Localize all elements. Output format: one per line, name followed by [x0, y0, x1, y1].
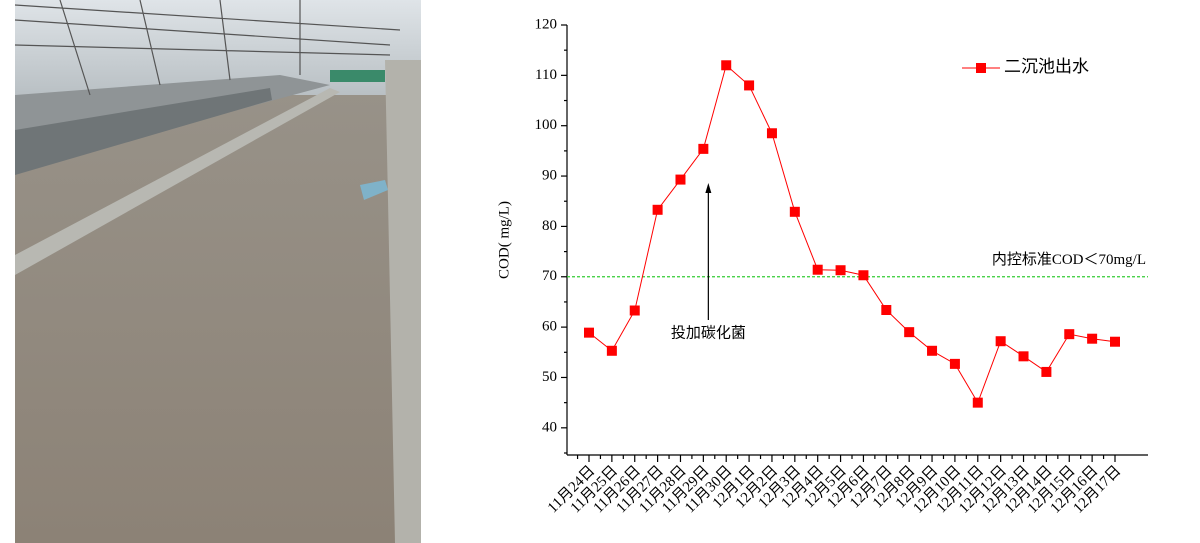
y-tick-label: 90 — [542, 167, 557, 183]
series-line — [588, 64, 1116, 404]
point — [972, 397, 983, 408]
point — [949, 358, 960, 369]
y-tick-label: 60 — [542, 319, 557, 335]
reference-label: 内控标准COD＜70mg/L — [992, 251, 1146, 268]
point — [904, 327, 915, 338]
point — [629, 305, 640, 316]
point — [766, 128, 777, 139]
point — [652, 204, 663, 215]
y-tick-label: 120 — [535, 16, 558, 32]
point — [881, 304, 892, 315]
legend-swatch — [976, 63, 986, 73]
arrow-head — [705, 183, 712, 193]
point — [1064, 329, 1075, 340]
point — [744, 80, 755, 91]
point — [995, 336, 1006, 347]
legend-label: 二沉池出水 — [1004, 57, 1089, 76]
point — [812, 264, 823, 275]
point — [721, 60, 732, 71]
point — [584, 327, 594, 338]
point — [1018, 351, 1029, 362]
point — [789, 206, 800, 217]
point — [927, 345, 938, 356]
y-axis-label: COD( mg/L) — [496, 201, 512, 279]
point — [1087, 333, 1098, 344]
point — [698, 143, 709, 154]
point — [1110, 336, 1120, 347]
point — [858, 270, 869, 281]
y-tick-label: 70 — [542, 268, 557, 284]
point — [1041, 366, 1052, 377]
y-tick-label: 110 — [535, 67, 557, 83]
point — [606, 345, 617, 356]
photo — [14, 0, 421, 543]
annotation-text: 投加碳化菌 — [671, 324, 746, 341]
y-tick-label: 100 — [535, 117, 558, 133]
y-tick-label: 50 — [542, 369, 557, 385]
point — [675, 174, 686, 185]
point — [835, 265, 846, 276]
y-tick-label: 40 — [542, 419, 557, 435]
y-tick-label: 80 — [542, 218, 557, 234]
